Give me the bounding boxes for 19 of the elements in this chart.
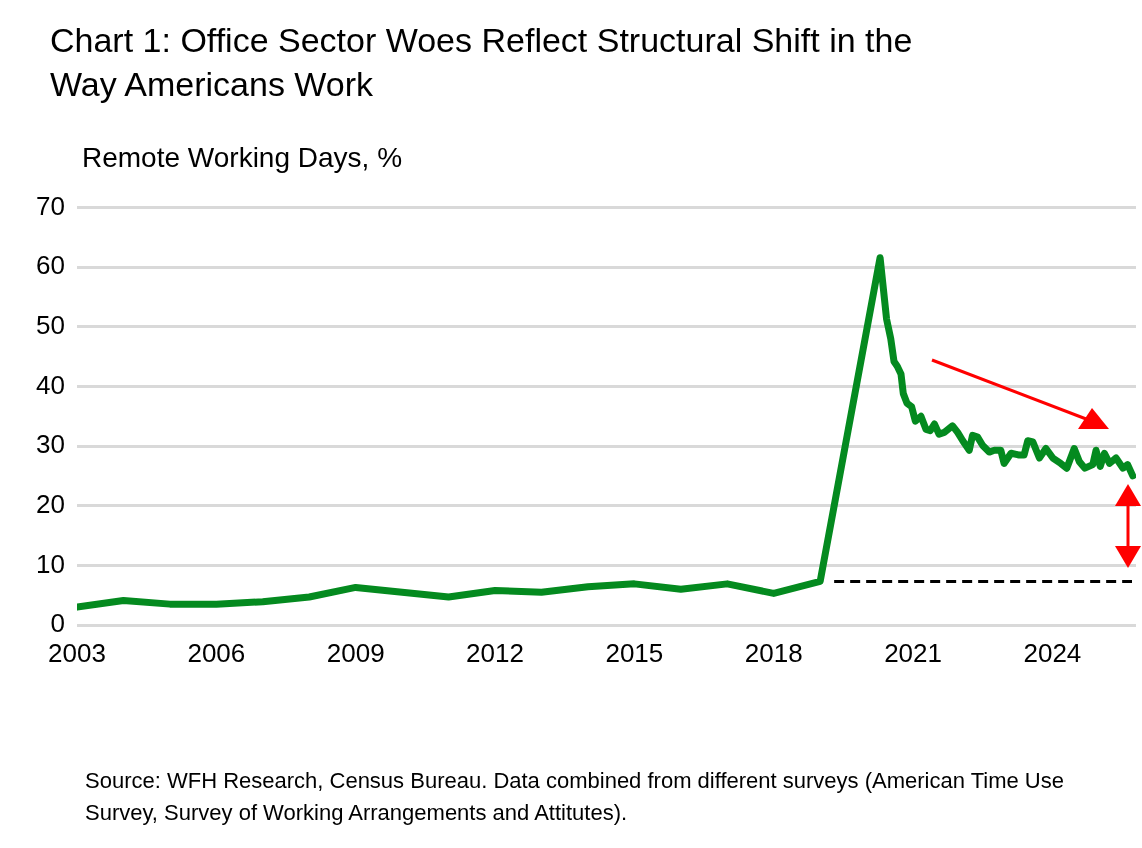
y-tick-label: 40 [36, 369, 65, 400]
x-tick-label: 2024 [1023, 637, 1082, 668]
y-axis-title: Remote Working Days, % [82, 142, 403, 174]
x-tick-label: 2003 [48, 637, 106, 668]
y-tick-label: 50 [36, 310, 65, 341]
source-note: Source: WFH Research, Census Bureau. Data combined from different surveys (American Time Use Survey, Survey of Working Arrangements and Attitutes). [85, 767, 1065, 827]
y-tick-label: 60 [36, 250, 65, 281]
x-tick-label: 2012 [466, 637, 524, 668]
y-tick-label: 30 [36, 429, 65, 460]
y-tick-label: 10 [36, 548, 65, 579]
x-tick-label: 2009 [326, 637, 385, 668]
chart-title: Chart 1: Office Sector Woes Reflect Structural Shift in the Way Americans Work [50, 20, 914, 105]
x-tick-label: 2015 [605, 637, 664, 668]
y-tick-label: 20 [36, 488, 65, 519]
x-tick-label: 2021 [884, 637, 942, 668]
y-tick-label: 70 [36, 190, 65, 221]
y-tick-label: 0 [50, 608, 65, 639]
x-tick-label: 2018 [744, 637, 803, 668]
x-tick-label: 2006 [187, 637, 246, 668]
